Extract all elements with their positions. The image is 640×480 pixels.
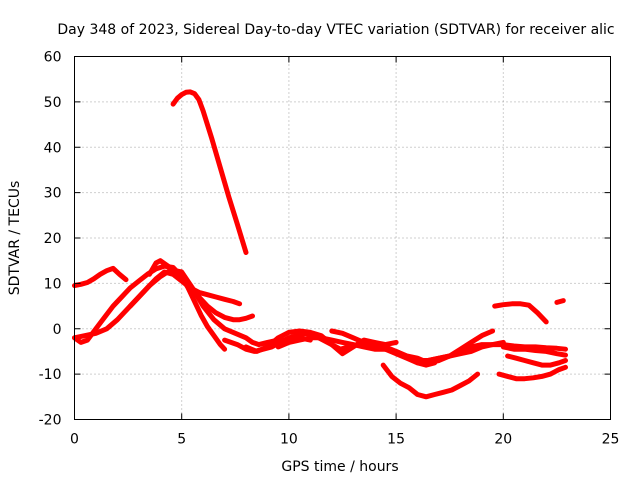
grid-lines [74, 56, 611, 420]
y-axis-label: SDTVAR / TECUs [7, 181, 23, 296]
x-tick-label: 20 [494, 432, 512, 448]
x-tick-label: 0 [70, 432, 79, 448]
y-tick-label: -10 [39, 367, 62, 383]
y-tick-label: 30 [44, 186, 62, 202]
x-tick-label: 10 [280, 432, 298, 448]
x-tick-label: 25 [602, 432, 620, 448]
series-line-s2 [170, 89, 249, 255]
axis-tick-labels: 0 5 10 15 20 25 -20 -10 0 10 20 30 40 50 60 [39, 50, 620, 448]
y-tick-label: 10 [44, 276, 62, 292]
series-line-s1 [72, 265, 129, 289]
series-line-s6 [72, 267, 313, 348]
x-tick-label: 5 [177, 432, 186, 448]
x-axis-label: GPS time / hours [281, 459, 398, 475]
y-tick-label: 20 [44, 231, 62, 247]
y-tick-label: 50 [44, 95, 62, 111]
series-line-s13 [492, 301, 549, 325]
y-tick-label: 0 [53, 322, 62, 338]
series-line-s14 [554, 298, 566, 305]
series-line-s11 [382, 328, 496, 366]
series-line-s17 [500, 344, 568, 358]
y-tick-label: 60 [44, 50, 62, 66]
series-line-s16 [505, 353, 568, 368]
series-layer [72, 89, 568, 400]
y-tick-label: 40 [44, 140, 62, 156]
y-tick-label: -20 [39, 413, 62, 429]
series-line-s15 [496, 364, 568, 382]
series-line-s12 [380, 362, 481, 400]
axis-ticks [74, 56, 611, 420]
chart-title: Day 348 of 2023, Sidereal Day-to-day VTE… [57, 22, 614, 38]
series-line-s3 [72, 263, 228, 352]
x-tick-label: 15 [387, 432, 405, 448]
